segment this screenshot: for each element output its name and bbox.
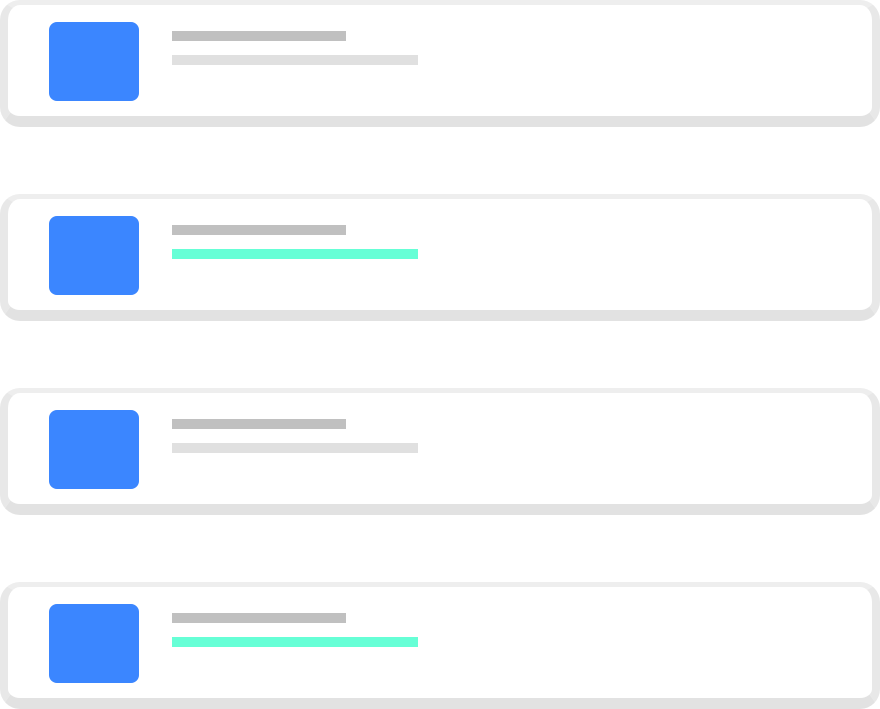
subtitle-placeholder xyxy=(172,55,418,65)
thumbnail-image xyxy=(49,604,139,683)
list-item[interactable] xyxy=(0,388,880,515)
list-item[interactable] xyxy=(0,0,880,127)
list-item[interactable] xyxy=(0,582,880,709)
title-placeholder xyxy=(172,31,346,41)
list-item[interactable] xyxy=(0,194,880,321)
title-placeholder xyxy=(172,419,346,429)
thumbnail-image xyxy=(49,410,139,489)
subtitle-placeholder xyxy=(172,249,418,259)
subtitle-placeholder xyxy=(172,443,418,453)
title-placeholder xyxy=(172,225,346,235)
thumbnail-image xyxy=(49,216,139,295)
title-placeholder xyxy=(172,613,346,623)
thumbnail-image xyxy=(49,22,139,101)
subtitle-placeholder xyxy=(172,637,418,647)
